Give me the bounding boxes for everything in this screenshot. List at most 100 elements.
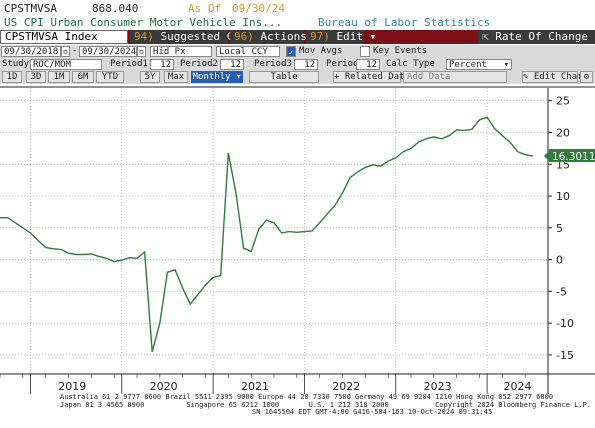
calc-type-label: Calc Type [386, 59, 435, 69]
edit-chart-button[interactable]: ✎ Edit Chart [522, 71, 588, 83]
chevron-down-icon: ▾ [235, 72, 242, 82]
mov-avgs-checkbox[interactable]: ✓ [286, 46, 296, 57]
calc-type-text: Percent [449, 60, 487, 70]
actions-button[interactable]: 96) Actions ▾ [230, 30, 320, 44]
study-text: ROC/MOM [33, 60, 71, 70]
x-axis: 2019 2020 2021 2022 2023 2024 [0, 373, 595, 394]
period4-input[interactable]: 12 [356, 59, 380, 70]
suggested-charts-num: 94) [134, 30, 154, 43]
period4-text: 12 [366, 60, 377, 70]
edit-label: Edit [336, 30, 364, 43]
key-events-checkbox[interactable] [360, 46, 370, 57]
data-source: Bureau of Labor Statistics [318, 16, 491, 29]
range-button-1m[interactable]: 1M [48, 71, 70, 83]
footer-line-3: SN 1645504 EDT GMT-4:00 G416-584-163 10-… [252, 408, 493, 416]
calendar-icon[interactable]: ▫ [61, 46, 70, 57]
date-separator: - [72, 46, 78, 56]
currency-select[interactable]: Local CCY [216, 46, 280, 57]
calendar-icon[interactable]: ▫ [137, 46, 146, 57]
frequency-select[interactable]: Monthly ▾ [191, 71, 243, 83]
range-button-max[interactable]: Max [164, 71, 188, 83]
x-tick-label: 2019 [58, 380, 86, 393]
actions-num: 96) [234, 30, 254, 43]
rate-of-change-button[interactable]: ⇱ Rate Of Change [478, 30, 595, 44]
x-tick-label: 2022 [332, 380, 360, 393]
range-button-3d[interactable]: 3D [26, 71, 46, 83]
security-title: US CPI Urban Consumer Motor Vehicle Ins.… [4, 16, 283, 29]
table-button[interactable]: Table [249, 71, 319, 83]
add-data-label: Add Data [407, 72, 451, 82]
toolbar-ranges: 1D 3D 1M 6M YTD 5Y Max Monthly ▾ Table + Relat… [0, 71, 595, 84]
study-select[interactable]: ROC/MOM [30, 59, 102, 70]
range-button-5y[interactable]: 5Y [140, 71, 160, 83]
ticker: CPSTMVSA [4, 2, 57, 15]
plus-icon: + [334, 72, 340, 82]
footer-line-2: Japan 81 3 4565 8900 Singapore 65 6212 1… [60, 400, 592, 409]
end-date-input[interactable]: 09/30/2024 [79, 46, 137, 57]
field-select[interactable]: Hid Px [150, 46, 212, 57]
period4-label: Period4 [326, 59, 364, 69]
field-text: Hid Px [153, 47, 186, 57]
toolbar-study: Study ROC/MOM Period1 12 Period2 12 Peri… [0, 58, 595, 72]
range-button-6m[interactable]: 6M [72, 71, 94, 83]
related-data-button[interactable]: + Related Dat [333, 71, 404, 83]
toolbar-main: CPSTMVSA Index 94) Suggested Charts 96) … [0, 30, 595, 44]
y-tick-label: -15 [556, 349, 574, 362]
start-date-text: 09/30/2018 [4, 47, 59, 57]
asof-label: As Of [188, 2, 222, 15]
security-field[interactable]: CPSTMVSA Index [0, 30, 128, 44]
series-group [0, 116, 533, 352]
footer-line-1: Australia 61 2 9777 8600 Brazil 5511 239… [60, 393, 554, 401]
x-tick-label: 2021 [241, 380, 269, 393]
edit-num: 97) [310, 30, 330, 43]
last-value-badge [549, 148, 595, 162]
y-tick-label: 5 [556, 222, 563, 235]
mov-avgs-label: Mov Avgs [299, 46, 343, 56]
period1-text: 12 [160, 60, 171, 70]
period1-input[interactable]: 12 [150, 59, 174, 70]
chevron-down-icon: ▾ [503, 60, 509, 70]
period3-label: Period3 [254, 59, 292, 69]
pencil-icon: ✎ [523, 72, 529, 82]
y-tick-label: -10 [556, 317, 574, 330]
last-value-label: 16.3011 [552, 151, 595, 163]
footer: Australia 61 2 9777 8600 Brazil 5511 239… [0, 393, 595, 428]
header: CPSTMVSA 868.040 As Of 09/30/24 US CPI U… [0, 0, 595, 30]
add-data-input[interactable]: Add Data [403, 71, 507, 83]
range-button-1d[interactable]: 1D [2, 71, 22, 83]
x-tick-label: 2024 [504, 380, 532, 393]
settings-icon[interactable]: ⚙ [580, 71, 593, 83]
range-button-ytd[interactable]: YTD [96, 71, 124, 83]
edit-chart-label: Edit Chart [533, 72, 589, 82]
calc-type-select[interactable]: Percent ▾ [446, 59, 512, 70]
period2-label: Period2 [180, 59, 218, 69]
period1-label: Period1 [110, 59, 148, 69]
y-tick-label: 0 [556, 254, 563, 267]
y-tick-label: 20 [556, 126, 570, 139]
external-link-icon: ⇱ [482, 30, 489, 43]
y-tick-label: 25 [556, 95, 570, 108]
study-label: Study [2, 59, 30, 69]
table-label: Table [270, 72, 298, 82]
last-value: 868.040 [92, 2, 139, 15]
currency-text: Local CCY [219, 47, 268, 57]
period2-input[interactable]: 12 [220, 59, 244, 70]
period2-text: 12 [230, 60, 241, 70]
last-value-group: 16.3011 [544, 148, 595, 163]
key-events-label: Key Events [373, 46, 428, 56]
toolbar-dates: 09/30/2018 ▫ - 09/30/2024 ▫ Hid Px Local… [0, 45, 595, 59]
start-date-input[interactable]: 09/30/2018 [1, 46, 61, 57]
actions-label: Actions [260, 30, 307, 43]
period3-input[interactable]: 12 [294, 59, 318, 70]
related-label: Related Dat [344, 72, 405, 82]
frequency-text: Monthly [192, 72, 231, 82]
series-line [0, 116, 533, 352]
x-tick-label: 2020 [150, 380, 178, 393]
edit-button[interactable]: 97) Edit ▾ [306, 30, 376, 44]
x-tick-label: 2023 [424, 380, 452, 393]
suggested-charts-button[interactable]: 94) Suggested Charts [130, 30, 266, 44]
y-tick-label: -5 [556, 285, 567, 298]
period3-text: 12 [304, 60, 315, 70]
